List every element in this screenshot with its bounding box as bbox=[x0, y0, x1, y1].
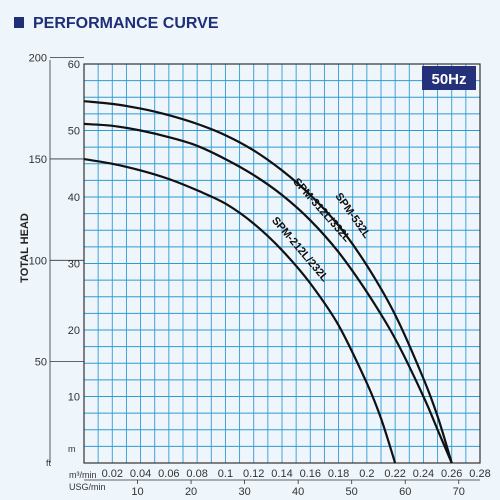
curves bbox=[83, 100, 453, 464]
unit-m3min-label: m³/min bbox=[69, 470, 97, 480]
y-tick-m: 40 bbox=[68, 192, 80, 204]
x-tick-m3min: 0.16 bbox=[300, 468, 321, 480]
curve-1 bbox=[83, 100, 453, 464]
x-tick-m3min: 0.22 bbox=[384, 468, 405, 480]
x-tick-m3min: 0.24 bbox=[413, 468, 434, 480]
y-axis-title: TOTAL HEAD bbox=[19, 213, 31, 283]
curve-2 bbox=[83, 122, 453, 464]
y-tick-m: 10 bbox=[68, 392, 80, 404]
x-tick-usgmin: 20 bbox=[185, 486, 197, 498]
x-tick-m3min: 0.14 bbox=[271, 468, 292, 480]
y-tick-ft: 150 bbox=[29, 154, 47, 166]
plot-frame bbox=[83, 63, 481, 464]
y-axis-ft-ticks: 50 100 150 200 bbox=[29, 53, 84, 463]
x-tick-usgmin: 10 bbox=[131, 486, 143, 498]
x-tick-m3min: 0.18 bbox=[328, 468, 349, 480]
x-tick-m3min: 0.06 bbox=[158, 468, 179, 480]
chart-title: PERFORMANCE CURVE bbox=[33, 15, 219, 32]
grid bbox=[84, 64, 480, 463]
x-tick-m3min: 0.26 bbox=[441, 468, 462, 480]
x-tick-m3min: 0.02 bbox=[102, 468, 123, 480]
x-tick-usgmin: 50 bbox=[346, 486, 358, 498]
y-tick-m: 50 bbox=[68, 126, 80, 138]
x-tick-usgmin: 70 bbox=[453, 486, 465, 498]
y-tick-m: 20 bbox=[68, 325, 80, 337]
x-tick-m3min: 0.1 bbox=[218, 468, 233, 480]
x-tick-usgmin: 30 bbox=[238, 486, 250, 498]
x-tick-m3min: 0.04 bbox=[130, 468, 151, 480]
badge-label: 50Hz bbox=[431, 71, 466, 88]
y-tick-m: 30 bbox=[68, 259, 80, 271]
unit-ft-label: ft bbox=[46, 458, 52, 468]
y-tick-ft: 100 bbox=[29, 255, 47, 267]
y-axis-m-ticks: 10 20 30 40 50 60 bbox=[68, 59, 80, 404]
badge-background bbox=[422, 66, 476, 90]
y-tick-ft: 200 bbox=[29, 53, 47, 65]
unit-m-label: m bbox=[68, 444, 76, 454]
x-tick-m3min: 0.28 bbox=[469, 468, 490, 480]
frequency-badge: 50Hz bbox=[422, 66, 476, 90]
curve-label-3: SPM-212L/232L bbox=[269, 215, 331, 284]
curve-3 bbox=[83, 158, 397, 464]
x-axis-m3min-ticks: 0.02 0.04 0.06 0.08 0.1 0.12 0.14 0.16 0.18 0.2 0.… bbox=[102, 468, 491, 480]
x-tick-m3min: 0.2 bbox=[359, 468, 374, 480]
title-marker-square bbox=[14, 17, 24, 28]
x-axis-usgmin-ticks: 10 20 30 40 50 60 70 bbox=[84, 479, 480, 498]
x-tick-usgmin: 60 bbox=[399, 486, 411, 498]
x-tick-usgmin: 40 bbox=[292, 486, 304, 498]
x-tick-m3min: 0.08 bbox=[186, 468, 207, 480]
unit-usgmin-label: USG/min bbox=[69, 482, 106, 492]
y-tick-m: 60 bbox=[68, 59, 80, 71]
x-tick-m3min: 0.12 bbox=[243, 468, 264, 480]
y-tick-ft: 50 bbox=[35, 357, 47, 369]
